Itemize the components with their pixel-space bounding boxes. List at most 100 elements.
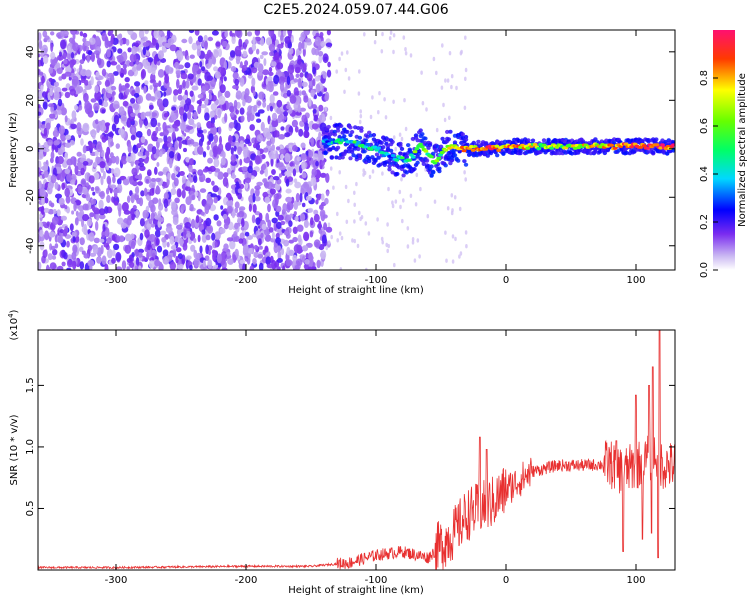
heatmap-cell bbox=[440, 136, 445, 141]
heatmap-cell bbox=[140, 190, 145, 197]
heatmap-cell bbox=[299, 192, 303, 203]
heatmap-cell bbox=[251, 214, 256, 224]
heatmap-cell bbox=[223, 76, 227, 82]
heatmap-cell bbox=[442, 102, 445, 108]
heatmap-cell bbox=[323, 222, 328, 231]
heatmap-cell bbox=[193, 238, 197, 243]
heatmap-cell bbox=[82, 122, 90, 133]
colorbar-tick-label: 0.6 bbox=[699, 118, 710, 134]
heatmap-cell bbox=[518, 151, 523, 156]
heatmap-cell bbox=[142, 46, 147, 56]
heatmap-cell bbox=[359, 114, 363, 119]
heatmap-cell bbox=[164, 207, 168, 212]
heatmap-cell bbox=[202, 151, 207, 158]
heatmap-cell bbox=[459, 51, 463, 56]
heatmap-cell bbox=[549, 146, 554, 150]
heatmap-cell bbox=[222, 176, 229, 187]
heatmap-cell bbox=[256, 48, 260, 55]
heatmap-cell bbox=[356, 243, 360, 249]
heatmap-cell bbox=[138, 157, 145, 163]
heatmap-cell bbox=[258, 91, 265, 100]
heatmap-cell bbox=[197, 104, 202, 115]
heatmap-cell bbox=[155, 238, 160, 246]
heatmap-cell bbox=[231, 36, 236, 45]
heatmap-cell bbox=[262, 69, 270, 76]
heatmap-cell bbox=[164, 43, 171, 48]
heatmap-cell bbox=[85, 182, 89, 187]
snr-frame bbox=[37, 329, 676, 571]
heatmap-cell bbox=[247, 105, 253, 114]
heatmap-cell bbox=[38, 40, 43, 50]
heatmap-cell bbox=[555, 148, 561, 153]
heatmap-cell bbox=[113, 200, 119, 206]
heatmap-cell bbox=[131, 127, 136, 135]
heatmap-cell bbox=[220, 205, 224, 210]
heatmap-cell bbox=[264, 234, 272, 242]
heatmap-cell bbox=[70, 63, 74, 69]
heatmap-cell bbox=[313, 213, 320, 223]
heatmap-cell bbox=[312, 66, 317, 75]
heatmap-cell bbox=[232, 84, 239, 90]
heatmap-cell bbox=[167, 38, 175, 45]
heatmap-cell bbox=[238, 206, 246, 212]
heatmap-cell bbox=[301, 161, 306, 170]
heatmap-cell bbox=[263, 147, 269, 153]
heatmap-cell bbox=[163, 91, 167, 97]
heatmap-cell bbox=[342, 134, 347, 139]
heatmap-cell bbox=[183, 103, 189, 112]
heatmap-cell bbox=[57, 54, 64, 61]
heatmap-cell bbox=[181, 189, 186, 199]
heatmap-cell bbox=[446, 78, 450, 83]
heatmap-cell bbox=[324, 197, 329, 205]
heatmap-cell bbox=[226, 200, 233, 207]
heatmap-cell bbox=[132, 205, 137, 210]
heatmap-cell bbox=[257, 253, 264, 259]
heatmap-cell bbox=[302, 46, 306, 57]
heatmap-cell bbox=[345, 129, 350, 134]
heatmap-cell bbox=[175, 166, 181, 172]
heatmap-cell bbox=[101, 109, 106, 114]
heatmap-cell bbox=[239, 107, 245, 115]
heatmap-cell bbox=[362, 168, 366, 173]
heatmap-cell bbox=[169, 235, 175, 245]
heatmap-cell bbox=[426, 214, 430, 219]
heatmap-cell bbox=[131, 213, 136, 221]
heatmap-cell bbox=[42, 147, 50, 153]
heatmap-cell bbox=[450, 74, 454, 79]
heatmap-cell bbox=[415, 154, 420, 159]
x-tick-label: 0 bbox=[503, 275, 509, 286]
heatmap-cell bbox=[213, 134, 219, 144]
heatmap-cell bbox=[66, 259, 74, 268]
heatmap-cell bbox=[348, 156, 353, 161]
heatmap-cell bbox=[312, 153, 319, 162]
heatmap-cell bbox=[308, 97, 312, 107]
heatmap-cell bbox=[280, 34, 284, 41]
heatmap-cell bbox=[57, 109, 62, 115]
heatmap-cell bbox=[175, 255, 179, 264]
heatmap-cell bbox=[313, 239, 321, 248]
heatmap-cell bbox=[264, 245, 269, 253]
heatmap-cell bbox=[271, 169, 276, 175]
heatmap-cell bbox=[95, 53, 100, 59]
heatmap-cell bbox=[224, 113, 228, 123]
heatmap-cell bbox=[336, 138, 341, 142]
heatmap-cell bbox=[314, 36, 322, 46]
heatmap-cell bbox=[95, 71, 100, 78]
heatmap-cell bbox=[164, 64, 171, 74]
heatmap-cell bbox=[146, 128, 152, 137]
heatmap-cell bbox=[318, 104, 324, 112]
heatmap-cell bbox=[189, 264, 193, 270]
heatmap-cell bbox=[418, 142, 423, 146]
heatmap-cell bbox=[121, 260, 127, 270]
heatmap-cell bbox=[181, 175, 187, 186]
heatmap-cell bbox=[321, 160, 325, 166]
heatmap-cell bbox=[320, 40, 326, 48]
heatmap-cell bbox=[44, 230, 50, 241]
heatmap-cell bbox=[107, 72, 115, 78]
heatmap-cell bbox=[412, 167, 417, 171]
heatmap-cell bbox=[269, 188, 276, 195]
heatmap-cell bbox=[135, 131, 143, 138]
heatmap-cell bbox=[267, 145, 273, 153]
heatmap-cell bbox=[204, 97, 209, 106]
